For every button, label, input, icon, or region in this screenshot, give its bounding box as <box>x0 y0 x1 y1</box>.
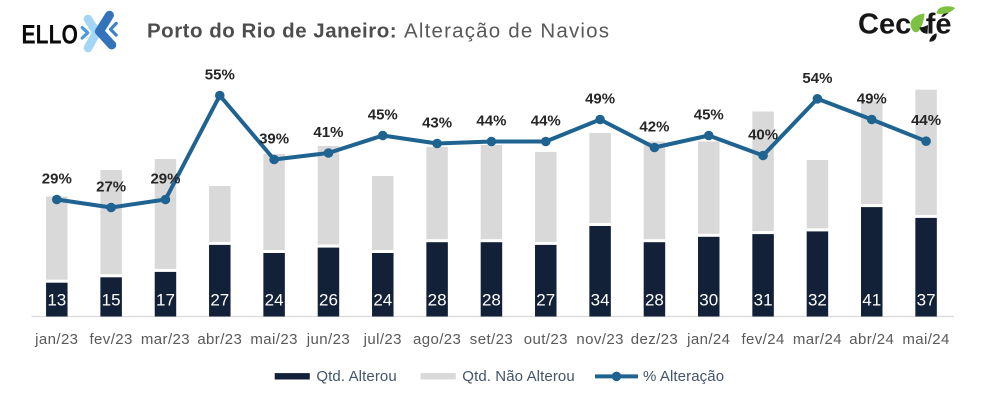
svg-text:jan/23: jan/23 <box>34 331 78 348</box>
svg-text:45%: 45% <box>368 107 398 124</box>
svg-text:37: 37 <box>917 291 936 310</box>
svg-text:17: 17 <box>156 291 175 310</box>
svg-text:29%: 29% <box>150 171 180 188</box>
svg-text:41: 41 <box>862 291 881 310</box>
svg-text:27: 27 <box>210 291 229 310</box>
svg-text:30: 30 <box>699 291 718 310</box>
svg-text:24: 24 <box>265 291 284 310</box>
svg-text:44%: 44% <box>476 113 506 130</box>
svg-text:mar/23: mar/23 <box>141 331 190 348</box>
svg-text:Qtd. Alterou: Qtd. Alterou <box>316 368 396 385</box>
svg-text:abr/24: abr/24 <box>849 331 894 348</box>
svg-text:28: 28 <box>428 291 447 310</box>
svg-text:abr/23: abr/23 <box>197 331 242 348</box>
svg-text:31: 31 <box>754 291 773 310</box>
svg-text:43%: 43% <box>422 115 452 132</box>
svg-text:Porto do Rio de Janeiro: Alter: Porto do Rio de Janeiro: Alteração de Na… <box>147 19 610 42</box>
svg-text:29%: 29% <box>42 171 72 188</box>
svg-text:27: 27 <box>536 291 555 310</box>
svg-text:jan/24: jan/24 <box>686 331 730 348</box>
svg-text:32: 32 <box>808 291 827 310</box>
svg-text:34: 34 <box>591 291 610 310</box>
svg-text:49%: 49% <box>585 91 615 108</box>
svg-text:28: 28 <box>645 291 664 310</box>
svg-text:41%: 41% <box>313 124 343 141</box>
svg-text:24: 24 <box>373 291 392 310</box>
svg-text:% Alteração: % Alteração <box>643 368 724 385</box>
svg-text:Qtd. Não Alterou: Qtd. Não Alterou <box>462 368 575 385</box>
svg-text:44%: 44% <box>911 112 941 129</box>
svg-text:mai/24: mai/24 <box>902 331 949 348</box>
svg-text:fé: fé <box>926 9 952 41</box>
svg-text:40%: 40% <box>748 127 778 144</box>
svg-text:27%: 27% <box>96 179 126 196</box>
svg-text:42%: 42% <box>639 119 669 136</box>
svg-text:54%: 54% <box>802 70 832 87</box>
svg-text:mai/23: mai/23 <box>250 331 297 348</box>
svg-text:13: 13 <box>47 291 66 310</box>
svg-text:mar/24: mar/24 <box>793 331 842 348</box>
svg-text:45%: 45% <box>694 107 724 124</box>
svg-text:jun/23: jun/23 <box>306 331 350 348</box>
svg-text:ELLO: ELLO <box>22 20 79 50</box>
svg-text:dez/23: dez/23 <box>631 331 678 348</box>
svg-text:fev/23: fev/23 <box>89 331 132 348</box>
svg-text:15: 15 <box>102 291 121 310</box>
svg-text:26: 26 <box>319 291 338 310</box>
svg-text:39%: 39% <box>259 131 289 148</box>
svg-text:44%: 44% <box>531 113 561 130</box>
svg-text:jul/23: jul/23 <box>363 331 402 348</box>
svg-text:nov/23: nov/23 <box>576 331 623 348</box>
svg-text:set/23: set/23 <box>470 331 513 348</box>
svg-text:out/23: out/23 <box>524 331 568 348</box>
svg-text:55%: 55% <box>205 67 235 84</box>
svg-text:49%: 49% <box>857 91 887 108</box>
svg-text:ago/23: ago/23 <box>413 331 461 348</box>
svg-text:fev/24: fev/24 <box>741 331 784 348</box>
svg-text:28: 28 <box>482 291 501 310</box>
svg-text:Cec: Cec <box>858 9 911 41</box>
